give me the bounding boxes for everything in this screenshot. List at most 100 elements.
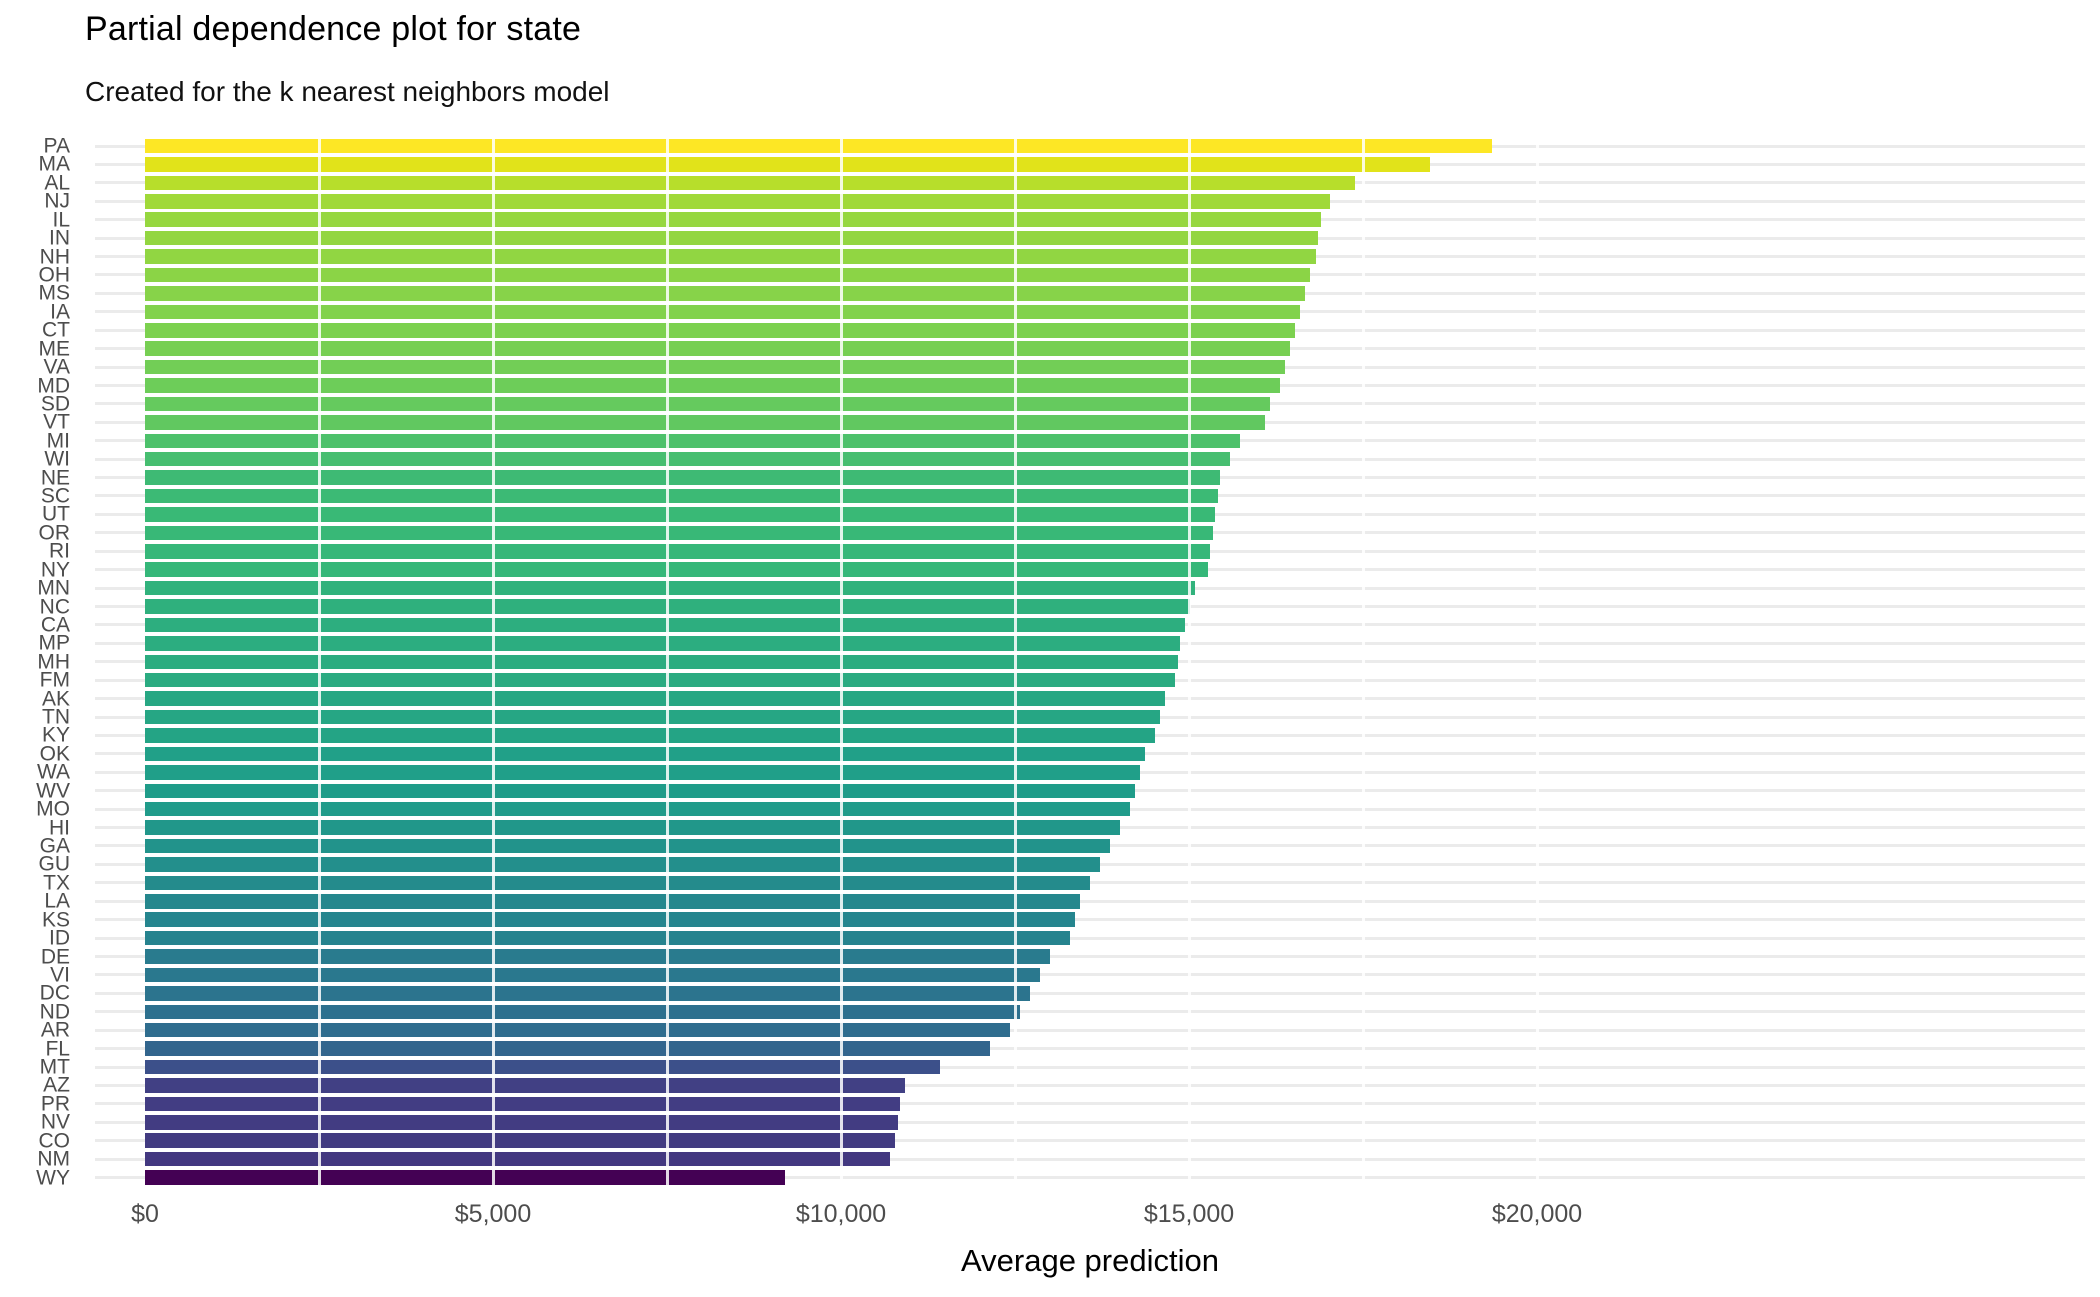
y-axis-label-NV: NV [40,1110,70,1134]
y-axis-label-UT: UT [42,502,70,526]
y-axis-label-WI: WI [44,447,70,471]
y-axis-label-LA: LA [44,889,70,913]
y-axis-label-CT: CT [42,318,70,342]
h-gridline [95,973,2085,976]
bar-WV [145,783,1135,798]
h-gridline [95,1066,2085,1069]
bar-GA [145,838,1111,854]
bar-NE [145,470,1221,485]
bar-IA [145,304,1301,319]
y-axis-label-GU: GU [38,852,71,876]
y-axis-label-TX: TX [43,871,70,895]
y-axis-label-FL: FL [45,1037,70,1061]
y-axis-label-MA: MA [38,152,71,176]
h-gridline [95,1102,2085,1105]
y-axis-label-MH: MH [37,650,70,674]
y-axis-label-ME: ME [38,337,71,361]
y-axis-label-IN: IN [49,226,70,250]
v-gridline [840,131,843,1189]
bar-MT [145,1059,940,1075]
bar-FM [145,672,1176,688]
h-gridline [95,918,2085,921]
y-axis-label-MN: MN [37,576,70,600]
bar-TN [145,709,1160,725]
bar-IN [145,230,1318,246]
y-axis-label-MS: MS [38,281,71,305]
y-axis-label-DC: DC [39,981,70,1005]
bar-ND [145,1004,1020,1019]
bar-AK [145,691,1166,706]
bar-TX [145,875,1091,891]
bar-AZ [145,1078,905,1093]
bar-IL [145,212,1321,227]
y-axis-label-MT: MT [39,1055,70,1079]
v-gridline [1014,131,1017,1189]
y-axis-label-NJ: NJ [44,189,70,213]
chart-subtitle: Created for the k nearest neighbors mode… [85,76,610,107]
bar-MA [145,157,1430,172]
y-axis-label-MO: MO [36,797,70,821]
bar-SD [145,396,1270,412]
bar-AR [145,1022,1011,1038]
y-axis-label-CA: CA [40,613,70,637]
bar-WI [145,451,1231,467]
bar-ID [145,930,1070,946]
h-gridline [95,1139,2085,1142]
y-axis-label-KY: KY [41,723,70,747]
y-axis-label-FM: FM [39,668,70,692]
bar-MD [145,378,1281,393]
y-axis-label-MI: MI [46,429,70,453]
y-axis-label-AZ: AZ [43,1073,70,1097]
bar-AL [145,175,1356,191]
y-axis-label-NM: NM [37,1147,70,1171]
bar-FL [145,1041,990,1056]
y-axis-label-SD: SD [40,392,70,416]
bar-PA [145,138,1492,154]
x-axis-tick-label: $15,000 [1143,1200,1235,1228]
bar-CO [145,1133,896,1148]
v-gridline [318,131,321,1189]
x-axis-tick-label: $5,000 [454,1200,532,1228]
y-axis-label-PR: PR [40,1092,70,1116]
y-axis-label-RI: RI [49,539,70,563]
bar-NV [145,1115,899,1130]
y-axis-label-VA: VA [43,355,70,379]
y-axis-label-OR: OR [38,521,71,545]
y-axis-label-KS: KS [41,908,70,932]
bar-OH [145,267,1311,283]
y-axis-label-TN: TN [42,705,70,729]
bar-NY [145,562,1208,577]
bar-PR [145,1096,901,1112]
y-axis-label-NH: NH [39,245,70,268]
bar-DE [145,949,1050,964]
y-axis-label-NC: NC [39,595,70,618]
bar-LA [145,894,1080,909]
y-axis-label-HI: HI [49,816,70,839]
y-axis-label-IA: IA [50,300,70,324]
y-axis-label-DE: DE [40,945,70,968]
y-axis-label-VI: VI [50,963,70,987]
bar-CA [145,617,1185,633]
y-axis-label-MD: MD [37,374,70,397]
bar-GU [145,857,1100,872]
bar-ME [145,341,1290,356]
y-axis-label-WV: WV [36,779,70,803]
h-gridline [95,1010,2085,1013]
x-axis-tick-label: $0 [131,1200,159,1228]
bar-MN [145,580,1196,596]
bar-KS [145,912,1075,927]
y-axis-label-CO: CO [38,1129,71,1153]
y-axis-label-WY: WY [36,1166,70,1189]
v-gridline [1188,131,1191,1189]
bar-KY [145,728,1155,743]
y-axis-label-PA: PA [43,134,70,158]
h-gridline [95,1047,2085,1050]
bar-WA [145,765,1141,780]
bar-NJ [145,194,1331,209]
y-axis-label-ID: ID [49,926,70,950]
h-gridline [95,900,2085,903]
v-gridline [1362,131,1365,1189]
bar-VA [145,359,1285,375]
y-axis-label-IL: IL [52,208,70,232]
